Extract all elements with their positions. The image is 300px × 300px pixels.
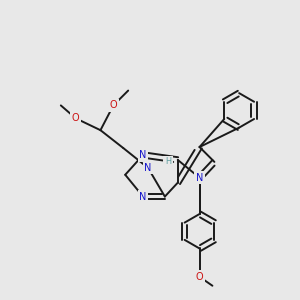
Text: H: H — [165, 158, 171, 166]
Text: N: N — [140, 192, 147, 202]
Text: O: O — [72, 113, 80, 123]
Text: N: N — [196, 173, 203, 183]
Text: O: O — [110, 100, 117, 110]
Text: N: N — [144, 163, 152, 173]
Text: N: N — [140, 150, 147, 160]
Text: O: O — [196, 272, 203, 282]
